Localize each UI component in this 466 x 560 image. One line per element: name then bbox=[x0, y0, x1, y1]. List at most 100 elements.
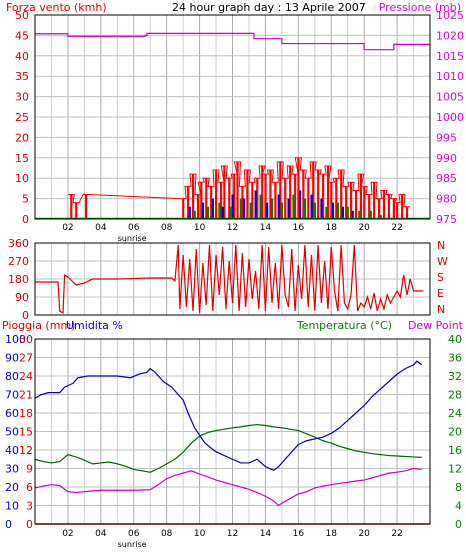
chart3-rain-tick: 9 bbox=[26, 463, 33, 476]
chart1-y-tick-right: 990 bbox=[436, 152, 457, 165]
chart1-x-tick: 02 bbox=[62, 223, 73, 233]
chart1-y-tick-left: 40 bbox=[15, 50, 29, 63]
chart3-temp-tick: 28 bbox=[448, 389, 462, 402]
chart3-temp-tick: 40 bbox=[448, 333, 462, 346]
chart3-x-tick: 04 bbox=[95, 529, 107, 539]
wind-bar-avg bbox=[325, 206, 328, 219]
chart3-x-tick: 20 bbox=[358, 529, 370, 539]
wind-bar-avg bbox=[206, 206, 210, 219]
chart3-humidity-tick: 70 bbox=[5, 389, 19, 402]
wind-bar-wind bbox=[326, 165, 330, 219]
chart-title: 24 hour graph day : 13 Aprile 2007 bbox=[172, 1, 366, 14]
chart3-humidity-tick: 50 bbox=[5, 426, 19, 439]
chart1-y-tick-left: 5 bbox=[22, 193, 29, 206]
wind-bar-wind bbox=[335, 178, 338, 219]
wind-bar-wind bbox=[387, 194, 391, 219]
wind-bar-wind bbox=[196, 194, 200, 219]
chart3-temp-tick: 36 bbox=[448, 352, 462, 365]
wind-bar-wind bbox=[228, 178, 231, 219]
chart3-x-tick: 16 bbox=[293, 529, 305, 539]
chart1-y-tick-left: 25 bbox=[15, 111, 29, 124]
chart1-x-tick: 04 bbox=[95, 223, 107, 233]
wind-bar-avg bbox=[336, 202, 340, 219]
chart1-y-tick-right: 985 bbox=[436, 172, 457, 185]
wind-bar-wind bbox=[200, 182, 203, 219]
chart3-rain-tick: 0 bbox=[26, 518, 33, 531]
wind-bar-wind bbox=[279, 161, 282, 219]
chart1-x-tick: 16 bbox=[293, 223, 305, 233]
wind-bar-gust bbox=[266, 202, 269, 219]
wind-bar-avg bbox=[280, 202, 284, 219]
chart3-rain-tick: 27 bbox=[19, 352, 33, 365]
chart1-y-tick-right: 1020 bbox=[436, 29, 464, 42]
chart3-humidity-tick: 0 bbox=[5, 518, 12, 531]
temperature-line bbox=[34, 423, 422, 473]
chart3-humidity-tick: 100 bbox=[5, 333, 26, 346]
wind-bar-avg bbox=[193, 210, 196, 219]
wind-bar-wind bbox=[340, 170, 343, 219]
chart3-border bbox=[34, 338, 431, 525]
chart3-temp-tick: 8 bbox=[455, 481, 462, 494]
wind-direction-line bbox=[35, 244, 424, 315]
wind-bar-gust bbox=[341, 206, 344, 219]
rain-axis-title: Pioggia (mm) bbox=[2, 319, 75, 332]
chart3-x-tick: 12 bbox=[227, 529, 238, 539]
chart2-compass-label: S bbox=[437, 271, 444, 284]
wind-bar-avg bbox=[292, 194, 295, 219]
wind-bar-wind bbox=[322, 174, 325, 219]
chart2-compass-label: N bbox=[437, 303, 445, 316]
wind-bar-avg bbox=[249, 202, 252, 219]
wind-bar-wind bbox=[382, 190, 386, 219]
chart2-y-tick-left: 180 bbox=[8, 273, 29, 286]
wind-bar-avg bbox=[369, 210, 372, 219]
wind-axis-title: Forza vento (kmh) bbox=[6, 1, 107, 14]
wind-bar-wind bbox=[223, 165, 226, 219]
dew-point-line bbox=[34, 467, 422, 507]
wind-bar-wind bbox=[302, 170, 305, 219]
wind-bar-wind bbox=[345, 186, 348, 219]
wind-bar-gust bbox=[221, 206, 224, 219]
chart1-y-tick-right: 975 bbox=[436, 213, 457, 226]
wind-bar-wind bbox=[261, 165, 264, 219]
chart1-x-tick: 22 bbox=[391, 223, 402, 233]
wind-bar-wind bbox=[269, 170, 272, 219]
wind-bar-wind bbox=[236, 161, 239, 219]
chart1-y-tick-left: 50 bbox=[15, 9, 29, 22]
chart1-x-tick: 12 bbox=[227, 223, 238, 233]
chart3-temp-tick: 12 bbox=[448, 463, 462, 476]
chart1-y-tick-right: 1000 bbox=[436, 111, 464, 124]
wind-bar-avg bbox=[303, 198, 307, 219]
wind-bar-wind bbox=[330, 182, 333, 219]
chart3-rain-tick: 12 bbox=[19, 444, 33, 457]
wind-bar-avg bbox=[358, 210, 361, 219]
chart3-temp-tick: 20 bbox=[448, 426, 462, 439]
wind-bar-wind bbox=[405, 206, 409, 219]
chart1-y-tick-right: 1005 bbox=[436, 91, 464, 104]
wind-bar-wind bbox=[350, 182, 353, 219]
chart3-temp-tick: 32 bbox=[448, 370, 462, 383]
chart3-rain-tick: 18 bbox=[19, 407, 33, 420]
chart2-compass-label: E bbox=[437, 287, 444, 300]
wind-bar-wind bbox=[215, 170, 218, 219]
pressure-line bbox=[35, 32, 430, 51]
wind-bar-wind bbox=[205, 178, 208, 219]
chart1-x-tick: 14 bbox=[260, 223, 272, 233]
chart1-x-tick: 10 bbox=[194, 223, 206, 233]
chart3-rain-tick: 15 bbox=[19, 426, 33, 439]
chart1-x-tick: 20 bbox=[358, 223, 370, 233]
wind-bar-wind bbox=[312, 161, 315, 219]
pressure-axis-title: Pressione (mb) bbox=[379, 1, 461, 14]
chart2-y-tick-left: 90 bbox=[15, 291, 29, 304]
wind-bar-wind bbox=[192, 174, 195, 219]
wind-bar-wind bbox=[359, 174, 363, 219]
wind-bar-gust bbox=[351, 210, 354, 219]
dewpoint-axis-title: Dew Point bbox=[408, 319, 464, 332]
wind-bar-wind bbox=[363, 186, 366, 219]
wind-bar-wind bbox=[274, 182, 277, 219]
chart3-humidity-tick: 40 bbox=[5, 444, 19, 457]
chart3-humidity-tick: 60 bbox=[5, 407, 19, 420]
wind-bar-wind bbox=[75, 202, 78, 219]
wind-bar-wind bbox=[317, 170, 320, 219]
